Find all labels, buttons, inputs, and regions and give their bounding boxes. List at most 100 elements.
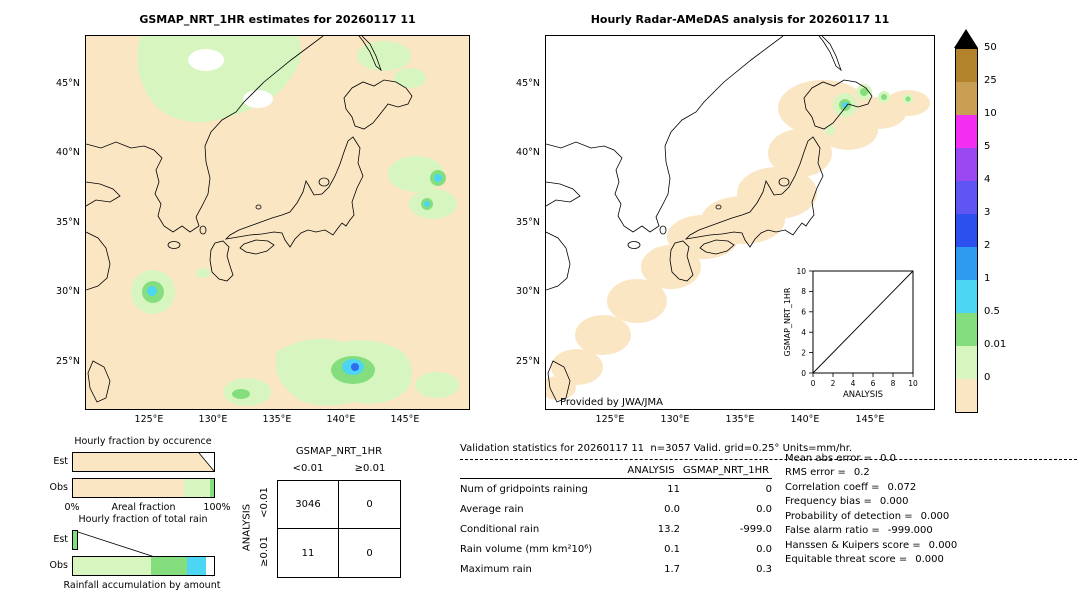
bar-segment: [150, 557, 188, 575]
contingency-row-group: ANALYSIS: [241, 503, 253, 552]
contingency-cell: 0: [339, 481, 400, 529]
right-map-lat-tick: 35°N: [516, 217, 540, 228]
stats-table-row: Conditional rain 13.2 -999.0: [460, 523, 772, 535]
occurrence-chart-title: Hourly fraction by occurence: [74, 436, 212, 447]
metric-line: False alarm ratio = -999.000: [785, 525, 933, 537]
contingency-col-group: GSMAP_NRT_1HR: [295, 446, 383, 457]
colorbar-tick-label: 0.01: [984, 339, 1007, 350]
left-map-lat-tick: 45°N: [56, 78, 80, 89]
right-map-title: Hourly Radar-AMeDAS analysis for 2026011…: [590, 13, 890, 26]
colorbar-segment: [956, 379, 977, 412]
right-map-precip-blobs: [546, 80, 930, 400]
total-rain-chart-title: Hourly fraction of total rain: [78, 514, 208, 525]
inset-scatter: 0 2 4 6 8 10 10 8 6 4 2 0 ANALYSIS GSMAP…: [783, 267, 918, 400]
stats-table-header: ANALYSIS GSMAP_NRT_1HR: [460, 462, 772, 479]
inset-x-tick: 6: [871, 379, 876, 388]
occurrence-x-min: 0%: [64, 502, 80, 513]
bar-segment: [73, 479, 185, 497]
stats-table-row: Rain volume (mm km²10⁶) 0.1 0.0: [460, 543, 772, 555]
contingency-col-label: ≥0.01: [354, 463, 386, 474]
stats-table: ANALYSIS GSMAP_NRT_1HR Num of gridpoints…: [460, 462, 772, 579]
right-map-lon-tick: 125°E: [595, 414, 625, 425]
colorbar-tick-label: 4: [984, 174, 991, 185]
contingency-cell: 11: [278, 529, 339, 577]
total-rain-obs-label: Obs: [49, 560, 68, 571]
colorbar-segment: [956, 115, 977, 148]
inset-x-tick: 2: [831, 379, 836, 388]
stats-table-row: Num of gridpoints raining 11 0: [460, 483, 772, 495]
occurrence-obs-bar: [72, 478, 215, 498]
metric-line: Probability of detection = 0.000: [785, 510, 950, 522]
occurrence-est-bar: [72, 452, 215, 472]
colorbar-segment: [956, 346, 977, 379]
metric-line: Correlation coeff = 0.072: [785, 481, 917, 493]
right-map-coastlines: [546, 36, 873, 403]
stats-title: Validation statistics for 20260117 11 n=…: [460, 443, 853, 454]
metric-line: Mean abs error = 0.0: [785, 452, 896, 464]
total-rain-est-label: Est: [53, 534, 68, 545]
metric-line: Equitable threat score = 0.000: [785, 554, 944, 566]
contingency-row-label: ≥0.01: [259, 536, 270, 567]
inset-y-axis-label: GSMAP_NRT_1HR: [783, 287, 792, 356]
stats-col-header-analysis: ANALYSIS: [627, 464, 675, 476]
colorbar-overflow-triangle: [954, 29, 978, 48]
map-credit: Provided by JWA/JMA: [560, 397, 663, 408]
total-rain-est-bar: [72, 530, 215, 550]
colorbar-segment: [956, 247, 977, 280]
left-map-lon-tick: 135°E: [262, 414, 292, 425]
colorbar-tick-label: 1: [984, 273, 991, 284]
metric-line: Frequency bias = 0.000: [785, 496, 909, 508]
left-map-lon-tick: 145°E: [390, 414, 420, 425]
right-map-lat-tick: 45°N: [516, 78, 540, 89]
left-map-lon-tick: 140°E: [326, 414, 356, 425]
inset-y-tick: 10: [796, 267, 806, 276]
left-map-precip-blobs: [131, 36, 459, 406]
left-map-background: [86, 36, 469, 409]
right-map-lon-tick: 140°E: [790, 414, 820, 425]
left-map-lat-tick: 30°N: [56, 286, 80, 297]
bar-segment: [72, 530, 78, 550]
left-map-lon-tick: 125°E: [134, 414, 164, 425]
colorbar-tick-label: 5: [984, 141, 991, 152]
left-map-title: GSMAP_NRT_1HR estimates for 20260117 11: [139, 13, 416, 26]
right-map-canvas: Provided by JWA/JMA 0 2 4 6 8 10: [546, 36, 934, 409]
bar-segment: [187, 557, 206, 575]
left-map: [85, 35, 470, 410]
inset-y-tick: 8: [801, 287, 806, 296]
bar-segment: [73, 453, 214, 471]
stats-col-header-gsmap: GSMAP_NRT_1HR: [682, 464, 770, 476]
metric-line: RMS error = 0.2: [785, 467, 870, 479]
left-map-lon-tick: 130°E: [198, 414, 228, 425]
bar-segment: [73, 557, 151, 575]
right-map-lon-tick: 130°E: [660, 414, 690, 425]
right-map: Provided by JWA/JMA 0 2 4 6 8 10: [545, 35, 935, 410]
left-map-coastlines: [86, 36, 413, 403]
stats-table-row: Average rain 0.0 0.0: [460, 503, 772, 515]
inset-x-tick: 0: [811, 379, 816, 388]
colorbar-segment: [956, 82, 977, 115]
total-rain-x-label: Rainfall accumulation by amount: [63, 580, 221, 591]
colorbar-labels: 50 25 10 5 4 3 2 1 0.5 0.01 0: [984, 42, 1026, 428]
total-rain-obs-bar: [72, 556, 215, 576]
occurrence-obs-label: Obs: [49, 482, 68, 493]
right-map-lat-tick: 40°N: [516, 147, 540, 158]
left-map-lat-tick: 35°N: [56, 217, 80, 228]
colorbar-tick-label: 0.5: [984, 306, 1000, 317]
inset-x-tick: 4: [851, 379, 856, 388]
colorbar-tick-label: 0: [984, 372, 991, 383]
contingency-cell: 3046: [278, 481, 339, 529]
contingency-cell: 0: [366, 547, 373, 559]
inset-y-tick: 4: [801, 328, 806, 337]
colorbar-segment: [956, 280, 977, 313]
stats-divider: [460, 459, 1077, 460]
right-map-lon-tick: 145°E: [855, 414, 885, 425]
contingency-row-label: <0.01: [259, 487, 270, 518]
stats-table-row: Maximum rain 1.7 0.3: [460, 563, 772, 575]
left-map-lat-tick: 25°N: [56, 356, 80, 367]
colorbar-segment: [956, 181, 977, 214]
colorbar-segment: [956, 313, 977, 346]
right-map-lat-tick: 30°N: [516, 286, 540, 297]
right-map-lon-tick: 135°E: [725, 414, 755, 425]
stats-metrics: Mean abs error = 0.0 RMS error = 0.2 Corre…: [785, 451, 957, 567]
